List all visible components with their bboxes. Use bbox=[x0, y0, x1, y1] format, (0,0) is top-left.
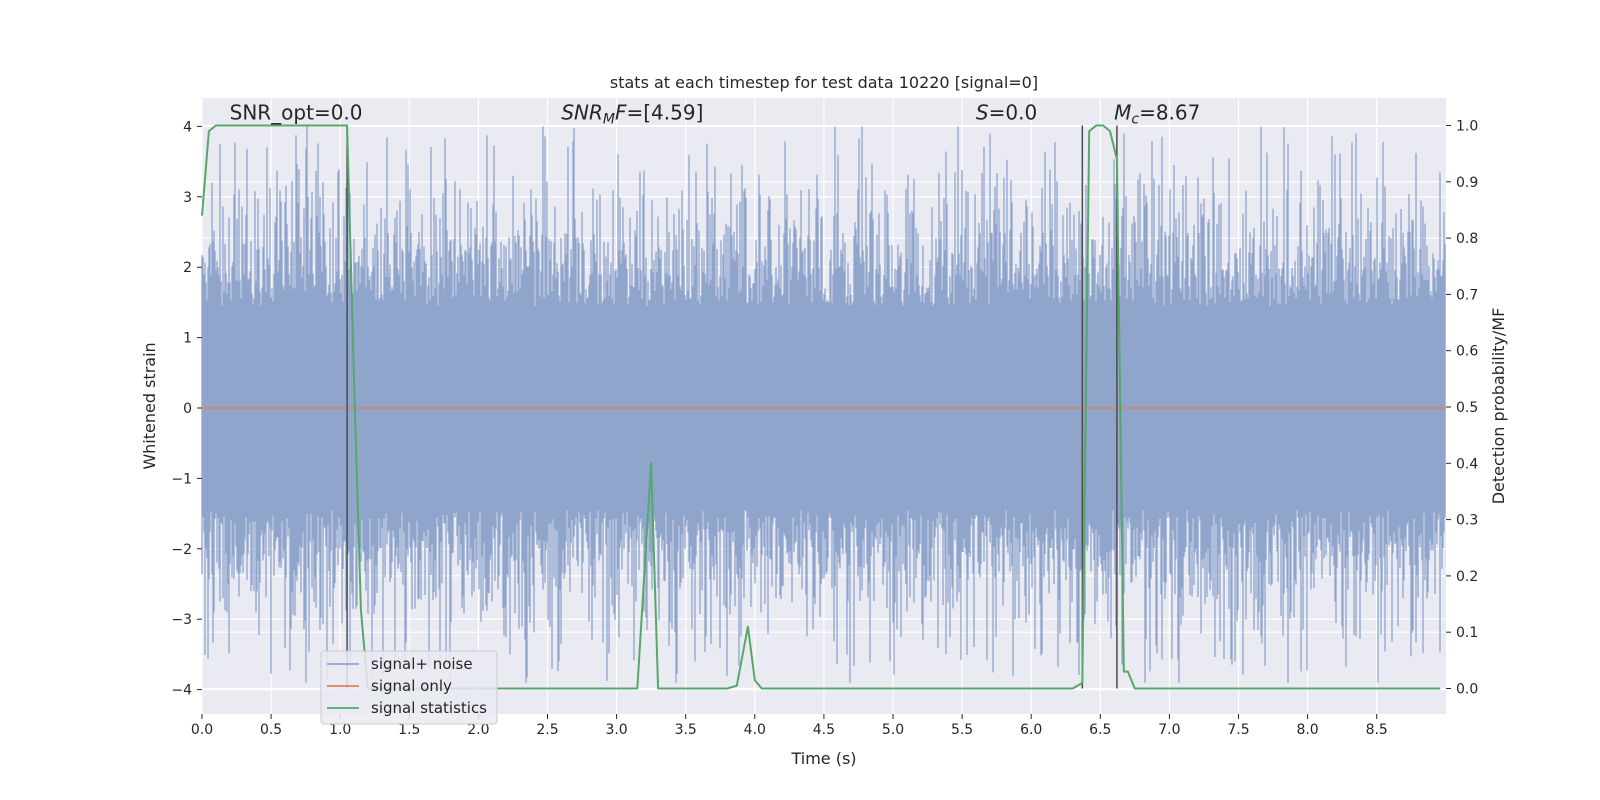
y2-tick-label: 0.1 bbox=[1456, 625, 1478, 641]
x-tick-label: 4.0 bbox=[744, 722, 766, 738]
y-axis-label: Whitened strain bbox=[140, 342, 159, 469]
y2-tick-label: 0.8 bbox=[1456, 231, 1478, 247]
y2-tick-label: 0.6 bbox=[1456, 344, 1478, 360]
series-signal-noise bbox=[201, 126, 1446, 683]
annotations: SNR_opt=0.0 SNRMF=[4.59] S=0.0 Mc=8.67 bbox=[230, 100, 1201, 127]
y-tick-label: 3 bbox=[183, 190, 192, 206]
chart-title: stats at each timestep for test data 102… bbox=[610, 73, 1038, 92]
y2-tick-label: 1.0 bbox=[1456, 119, 1478, 135]
y2-axis-ticks: 1.0 0.9 0.8 0.7 0.6 0.5 0.4 0.3 0.2 0.1 0.0 bbox=[1446, 119, 1478, 698]
y2-tick-label: 0.0 bbox=[1456, 682, 1478, 698]
y-tick-label: −2 bbox=[171, 542, 192, 558]
x-tick-label: 5.0 bbox=[882, 722, 904, 738]
x-tick-label: 2.5 bbox=[536, 722, 558, 738]
x-tick-label: 8.5 bbox=[1366, 722, 1388, 738]
y2-tick-label: 0.3 bbox=[1456, 513, 1478, 529]
legend: signal+ noise signal only signal statist… bbox=[320, 650, 498, 725]
x-tick-label: 8.0 bbox=[1296, 722, 1318, 738]
y-tick-label: −3 bbox=[171, 612, 192, 628]
noise-trace bbox=[201, 126, 1446, 683]
annotation-0: SNR_opt=0.0 bbox=[230, 100, 363, 124]
y-tick-label: 0 bbox=[183, 401, 192, 417]
y2-tick-label: 0.2 bbox=[1456, 569, 1478, 585]
y2-axis-label: Detection probability/MF bbox=[1489, 308, 1508, 505]
x-axis-label: Time (s) bbox=[790, 749, 856, 768]
y-tick-label: −4 bbox=[171, 683, 192, 699]
annotation-3: Mc=8.67 bbox=[1114, 100, 1200, 127]
x-tick-label: 0.5 bbox=[260, 722, 282, 738]
legend-label-signal-noise: signal+ noise bbox=[371, 655, 473, 673]
series-signal-statistics bbox=[201, 124, 1441, 690]
x-tick-label: 3.5 bbox=[675, 722, 697, 738]
x-tick-label: 1.5 bbox=[398, 722, 420, 738]
annotation-2: S=0.0 bbox=[976, 100, 1037, 124]
x-tick-label: 3.0 bbox=[605, 722, 627, 738]
x-tick-label: 2.0 bbox=[467, 722, 489, 738]
x-tick-label: 7.0 bbox=[1158, 722, 1180, 738]
x-tick-label: 0.0 bbox=[191, 722, 213, 738]
x-tick-label: 5.5 bbox=[951, 722, 973, 738]
y2-tick-label: 0.5 bbox=[1456, 400, 1478, 416]
x-tick-label: 7.5 bbox=[1227, 722, 1249, 738]
x-axis-ticks: 0.0 0.5 1.0 1.5 2.0 2.5 3.0 3.5 4.0 4.5 5.0 5.5 6.0 6… bbox=[191, 714, 1388, 738]
x-tick-label: 1.0 bbox=[329, 722, 351, 738]
y-tick-label: 1 bbox=[183, 331, 192, 347]
y-tick-label: −1 bbox=[171, 471, 192, 487]
annotation-1: SNRMF=[4.59] bbox=[561, 100, 703, 127]
signal-statistics-line bbox=[201, 124, 1441, 690]
y2-tick-label: 0.4 bbox=[1456, 456, 1478, 472]
legend-box bbox=[320, 650, 498, 725]
y-tick-label: 4 bbox=[183, 119, 192, 135]
y2-tick-label: 0.9 bbox=[1456, 175, 1478, 191]
y-tick-label: 2 bbox=[183, 260, 192, 276]
x-tick-label: 6.0 bbox=[1020, 722, 1042, 738]
legend-label-signal-only: signal only bbox=[371, 677, 452, 695]
x-tick-label: 4.5 bbox=[813, 722, 835, 738]
y-axis-ticks: 4 3 2 1 0 −1 −2 −3 −4 bbox=[171, 119, 202, 699]
legend-label-signal-statistics: signal statistics bbox=[371, 699, 487, 717]
x-tick-label: 6.5 bbox=[1089, 722, 1111, 738]
y2-tick-label: 0.7 bbox=[1456, 287, 1478, 303]
